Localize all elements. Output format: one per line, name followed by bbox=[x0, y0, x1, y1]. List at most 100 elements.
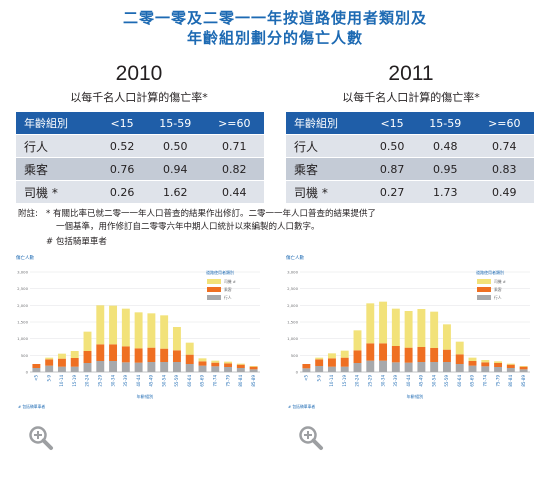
table-cell: 0.94 bbox=[145, 157, 205, 181]
x-tick-label: 55-59 bbox=[444, 375, 449, 387]
bar-segment bbox=[353, 363, 362, 372]
chart-footnote: # 包括騎單車者 bbox=[18, 404, 45, 409]
bar-segment bbox=[236, 363, 245, 365]
y-tick-label: 3,000 bbox=[17, 270, 28, 275]
notes-line3: # 包括騎單車者 bbox=[46, 237, 107, 247]
bar-segment bbox=[57, 353, 66, 359]
y-tick-label: 1,500 bbox=[287, 320, 298, 325]
bar-segment bbox=[185, 354, 194, 364]
bar-segment bbox=[172, 362, 181, 372]
zoom-in-icon[interactable] bbox=[28, 425, 54, 451]
bar-segment bbox=[70, 351, 79, 358]
table-row: 司機 * 0.26 1.62 0.44 bbox=[16, 180, 264, 203]
x-tick-label: 10-14 bbox=[59, 375, 64, 387]
x-tick-label: 45-49 bbox=[419, 375, 424, 387]
x-axis-label: 年齡組別 bbox=[137, 393, 154, 400]
rate-table-2010: 年齡組別 <15 15-59 >=60 行人 0.52 0.50 0.71 乘客… bbox=[16, 112, 264, 203]
table-header: 15-59 bbox=[145, 112, 205, 135]
notes-line2: 一個基準，用作修訂自二零零六年中期人口統計以來編製的人口數字。 bbox=[56, 222, 320, 232]
table-cell: 0.82 bbox=[204, 157, 264, 181]
y-axis-label: 傷亡人數 bbox=[16, 254, 34, 261]
bar-segment bbox=[404, 311, 413, 348]
table-cell: 0.26 bbox=[98, 180, 146, 203]
bar-segment bbox=[249, 369, 258, 372]
bar-segment bbox=[404, 362, 413, 372]
table-cell: 0.48 bbox=[415, 134, 475, 158]
y-tick-label: 2,000 bbox=[17, 303, 28, 308]
table-cell: 0.95 bbox=[415, 157, 475, 181]
bar-segment bbox=[121, 308, 130, 347]
bar-segment bbox=[340, 350, 349, 358]
zoom-in-icon[interactable] bbox=[298, 425, 324, 451]
bar-segment bbox=[468, 357, 477, 361]
legend-entry: 行人 bbox=[494, 295, 502, 300]
table-cell: 0.49 bbox=[474, 180, 534, 203]
bar-segment bbox=[455, 364, 464, 372]
x-tick-label: 55-59 bbox=[174, 375, 179, 387]
bar-segment bbox=[379, 360, 388, 372]
bar-segment bbox=[160, 348, 169, 362]
chart-footnote: # 包括騎單車者 bbox=[288, 404, 315, 409]
bar-segment bbox=[455, 354, 464, 364]
bar-segment bbox=[96, 305, 105, 345]
table-cell: 0.52 bbox=[98, 134, 146, 158]
bar-segment bbox=[315, 366, 324, 372]
legend-title: 道路使用者類別 bbox=[206, 269, 234, 275]
x-tick-label: 60-64 bbox=[187, 375, 192, 387]
y-tick-label: 0 bbox=[26, 370, 29, 375]
table-cell: 0.76 bbox=[98, 157, 146, 181]
page-title-line2: 年齡組別劃分的傷亡人數 bbox=[186, 29, 363, 47]
bar-segment bbox=[109, 305, 118, 345]
bar-segment bbox=[519, 369, 528, 372]
x-tick-label: 50-54 bbox=[431, 375, 436, 387]
table-cell: 司機 * bbox=[16, 180, 99, 203]
bar-segment bbox=[121, 346, 130, 363]
bar-segment bbox=[249, 366, 258, 367]
legend-title: 道路使用者類別 bbox=[476, 269, 504, 275]
x-tick-label: 85-89 bbox=[521, 375, 526, 387]
bar-segment bbox=[224, 361, 233, 364]
x-tick-label: 80-84 bbox=[238, 375, 243, 387]
table-header-row: 年齡組別 <15 15-59 >=60 bbox=[286, 112, 534, 135]
table-header: 15-59 bbox=[415, 112, 475, 135]
bar-segment bbox=[109, 344, 118, 361]
legend-entry: 乘客 bbox=[494, 287, 502, 292]
y-tick-label: 1,500 bbox=[17, 320, 28, 325]
bar-segment bbox=[96, 344, 105, 361]
bar-segment bbox=[417, 347, 426, 362]
table-cell: 0.87 bbox=[368, 157, 416, 181]
bar-segment bbox=[379, 301, 388, 344]
table-header: 年齡組別 bbox=[16, 112, 99, 135]
bar-segment bbox=[430, 362, 439, 372]
bar-segment bbox=[57, 366, 66, 372]
bar-segment bbox=[353, 330, 362, 351]
bar-segment bbox=[442, 324, 451, 350]
y-tick-label: 0 bbox=[296, 370, 299, 375]
table-cell: 行人 bbox=[16, 134, 99, 158]
bar-segment bbox=[340, 357, 349, 367]
x-tick-label: 10-14 bbox=[329, 375, 334, 387]
bar-segment bbox=[302, 368, 311, 372]
bar-segment bbox=[494, 367, 503, 372]
bar-segment bbox=[327, 358, 336, 367]
x-tick-label: 35-39 bbox=[123, 375, 128, 387]
bar-segment bbox=[147, 347, 156, 362]
bar-segment bbox=[404, 347, 413, 363]
bar-segment bbox=[70, 358, 79, 367]
legend-entry: 乘客 bbox=[224, 287, 232, 292]
bar-segment bbox=[160, 315, 169, 349]
bar-segment bbox=[83, 331, 92, 351]
bar-segment bbox=[70, 366, 79, 372]
bar-segment bbox=[198, 358, 207, 362]
bar-segment bbox=[315, 359, 324, 366]
x-tick-label: 15-19 bbox=[342, 375, 347, 387]
table-header: >=60 bbox=[204, 112, 264, 135]
bar-segment bbox=[57, 358, 66, 367]
table-cell: 0.83 bbox=[474, 157, 534, 181]
bar-segment bbox=[442, 362, 451, 372]
x-tick-label: 60-64 bbox=[457, 375, 462, 387]
y-tick-label: 1,000 bbox=[17, 336, 28, 341]
bar-segment bbox=[185, 342, 194, 355]
bar-segment bbox=[211, 366, 220, 372]
table-cell: 1.73 bbox=[415, 180, 475, 203]
